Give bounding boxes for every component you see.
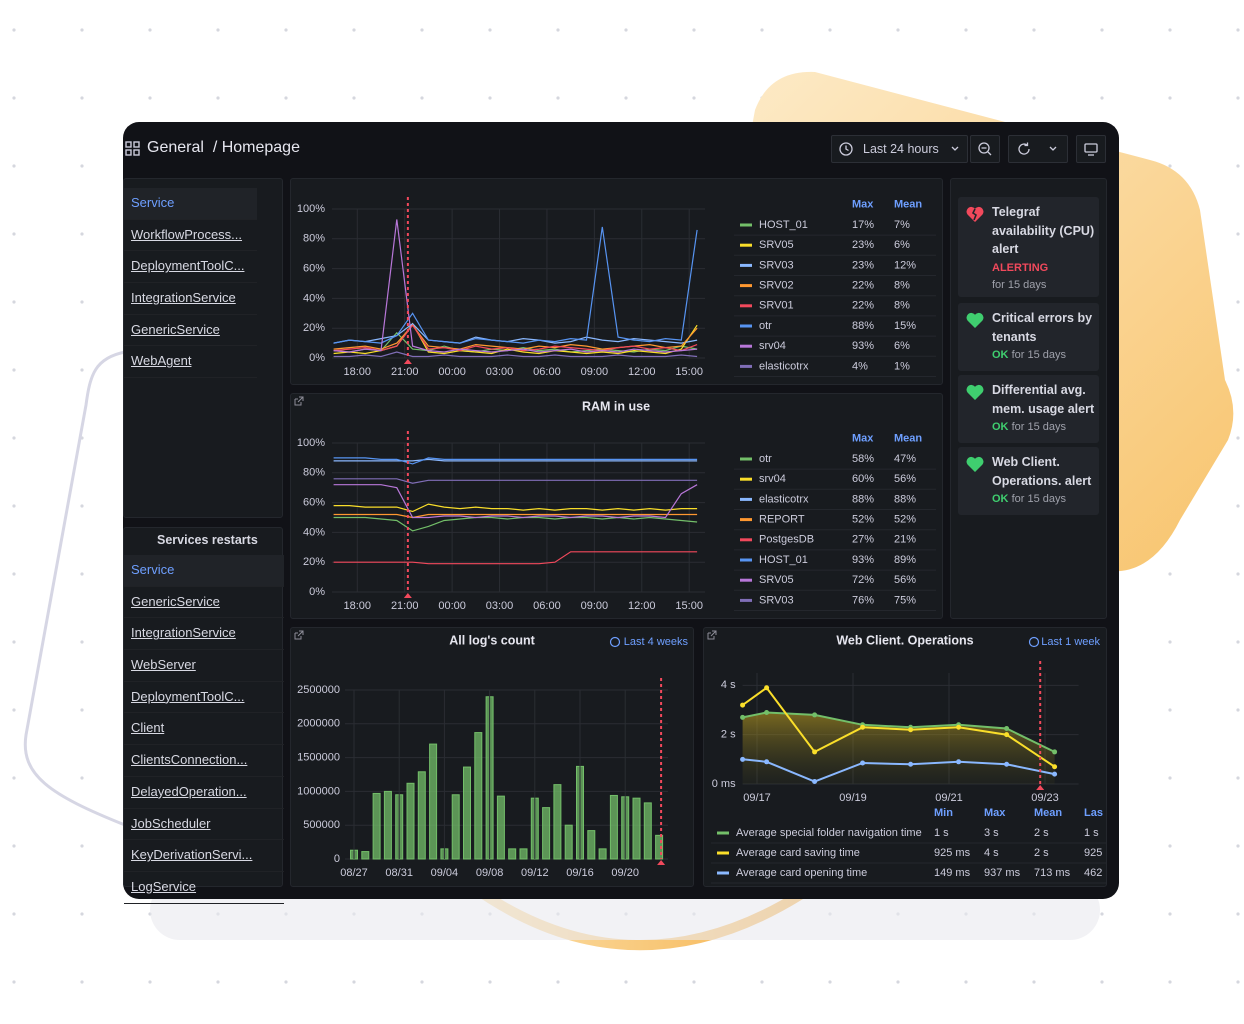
heart-icon [966, 206, 984, 222]
alert-title-text: Differential avg. mem. usage alert [992, 383, 1095, 416]
service-link[interactable]: IntegrationService [124, 618, 284, 651]
alert-duration: for 15 days [1011, 349, 1066, 361]
alert-title: Differential avg. mem. usage alert OK for… [992, 381, 1096, 436]
panel-title: Services restarts [157, 533, 258, 547]
services-restarts-panel: Services restarts Service GenericService I… [123, 527, 284, 904]
gray-curve [23, 350, 126, 827]
service-list: Service WorkflowProcess... DeploymentToolC… [124, 188, 257, 379]
alert-card[interactable]: Critical errors by tenants OK for 15 days [958, 303, 1099, 371]
service-link[interactable]: DelayedOperation... [124, 777, 284, 809]
alert-title-text: Telegraf availability (CPU) alert [992, 205, 1095, 256]
alert-title-text: Web Client. Operations. alert [992, 455, 1092, 488]
tv-icon [1084, 143, 1098, 156]
service-link[interactable]: ClientsConnection... [124, 745, 284, 777]
alert-card[interactable]: Differential avg. mem. usage alert OK for… [958, 375, 1099, 443]
alert-duration: for 15 days [1011, 421, 1066, 433]
service-link[interactable]: DeploymentToolC... [124, 682, 284, 714]
alert-state: OK [992, 493, 1009, 505]
list-header[interactable]: Service [124, 188, 257, 220]
zoom-icon [978, 142, 992, 156]
list-header[interactable]: Service [124, 555, 284, 587]
heart [966, 456, 984, 472]
zoom-out-button[interactable] [970, 135, 1000, 163]
heart [966, 312, 984, 328]
alert-card[interactable]: Telegraf availability (CPU) alert ALERTIN… [958, 197, 1099, 297]
alert-status: OK for 15 days [992, 491, 1096, 508]
time-picker[interactable]: Last 24 hours [831, 135, 968, 163]
service-link[interactable]: DeploymentToolC... [124, 251, 257, 284]
alert-state: ALERTING [992, 261, 1049, 274]
alert-status: ALERTING for 15 days [992, 260, 1096, 294]
alert-status: OK for 15 days [992, 419, 1096, 436]
service-link[interactable]: WebAgent [124, 346, 257, 379]
service-link[interactable]: WebServer [124, 650, 284, 682]
alert-state: OK [992, 349, 1009, 361]
tv-mode-button[interactable] [1076, 135, 1106, 163]
service-link[interactable]: GenericService [124, 315, 257, 347]
crack [971, 208, 977, 221]
alert-title-text: Critical errors by tenants [992, 311, 1093, 344]
alert-card[interactable]: Web Client. Operations. alert OK for 15 d… [958, 447, 1099, 515]
service-link[interactable]: JobScheduler [124, 809, 284, 841]
heart [966, 384, 984, 400]
service-list: Service GenericService IntegrationService W… [124, 555, 284, 904]
alert-title: Critical errors by tenants OK for 15 days [992, 309, 1096, 364]
service-link[interactable]: GenericService [124, 587, 284, 619]
cpu-panel [290, 178, 943, 385]
alert-duration: for 15 days [992, 278, 1047, 291]
heart-icon [966, 384, 984, 400]
service-list-panel: Service WorkflowProcess... DeploymentToolC… [123, 178, 283, 518]
alert-state: OK [992, 421, 1009, 433]
alert-status: OK for 15 days [992, 347, 1096, 364]
heart-icon [966, 456, 984, 472]
alert-duration: for 15 days [1011, 493, 1066, 505]
refresh-button[interactable] [1008, 135, 1068, 163]
grid-icon [125, 141, 140, 156]
alerts-panel: Telegraf availability (CPU) alert ALERTIN… [950, 178, 1107, 619]
service-link[interactable]: LogService [124, 872, 284, 904]
service-link[interactable]: Client [124, 713, 284, 746]
ram-panel [290, 393, 943, 619]
service-link[interactable]: IntegrationService [124, 283, 257, 315]
refresh-icon [1018, 142, 1030, 155]
chevron [951, 146, 959, 151]
breadcrumb-root[interactable]: General [147, 139, 204, 156]
breadcrumb-page: / Homepage [212, 139, 300, 156]
alert-title: Web Client. Operations. alert OK for 15 d… [992, 453, 1096, 508]
heart-icon [966, 312, 984, 328]
time-range: Last 24 hours [863, 142, 939, 156]
service-link[interactable]: WorkflowProcess... [124, 220, 257, 252]
chevron [1049, 146, 1057, 151]
logs-panel [290, 627, 694, 887]
alert-title: Telegraf availability (CPU) alert ALERTIN… [992, 203, 1096, 294]
service-link[interactable]: KeyDerivationServi... [124, 840, 284, 872]
breadcrumb: General / Homepage [147, 139, 300, 157]
clock-icon [839, 142, 853, 156]
web-client-panel [703, 627, 1107, 887]
